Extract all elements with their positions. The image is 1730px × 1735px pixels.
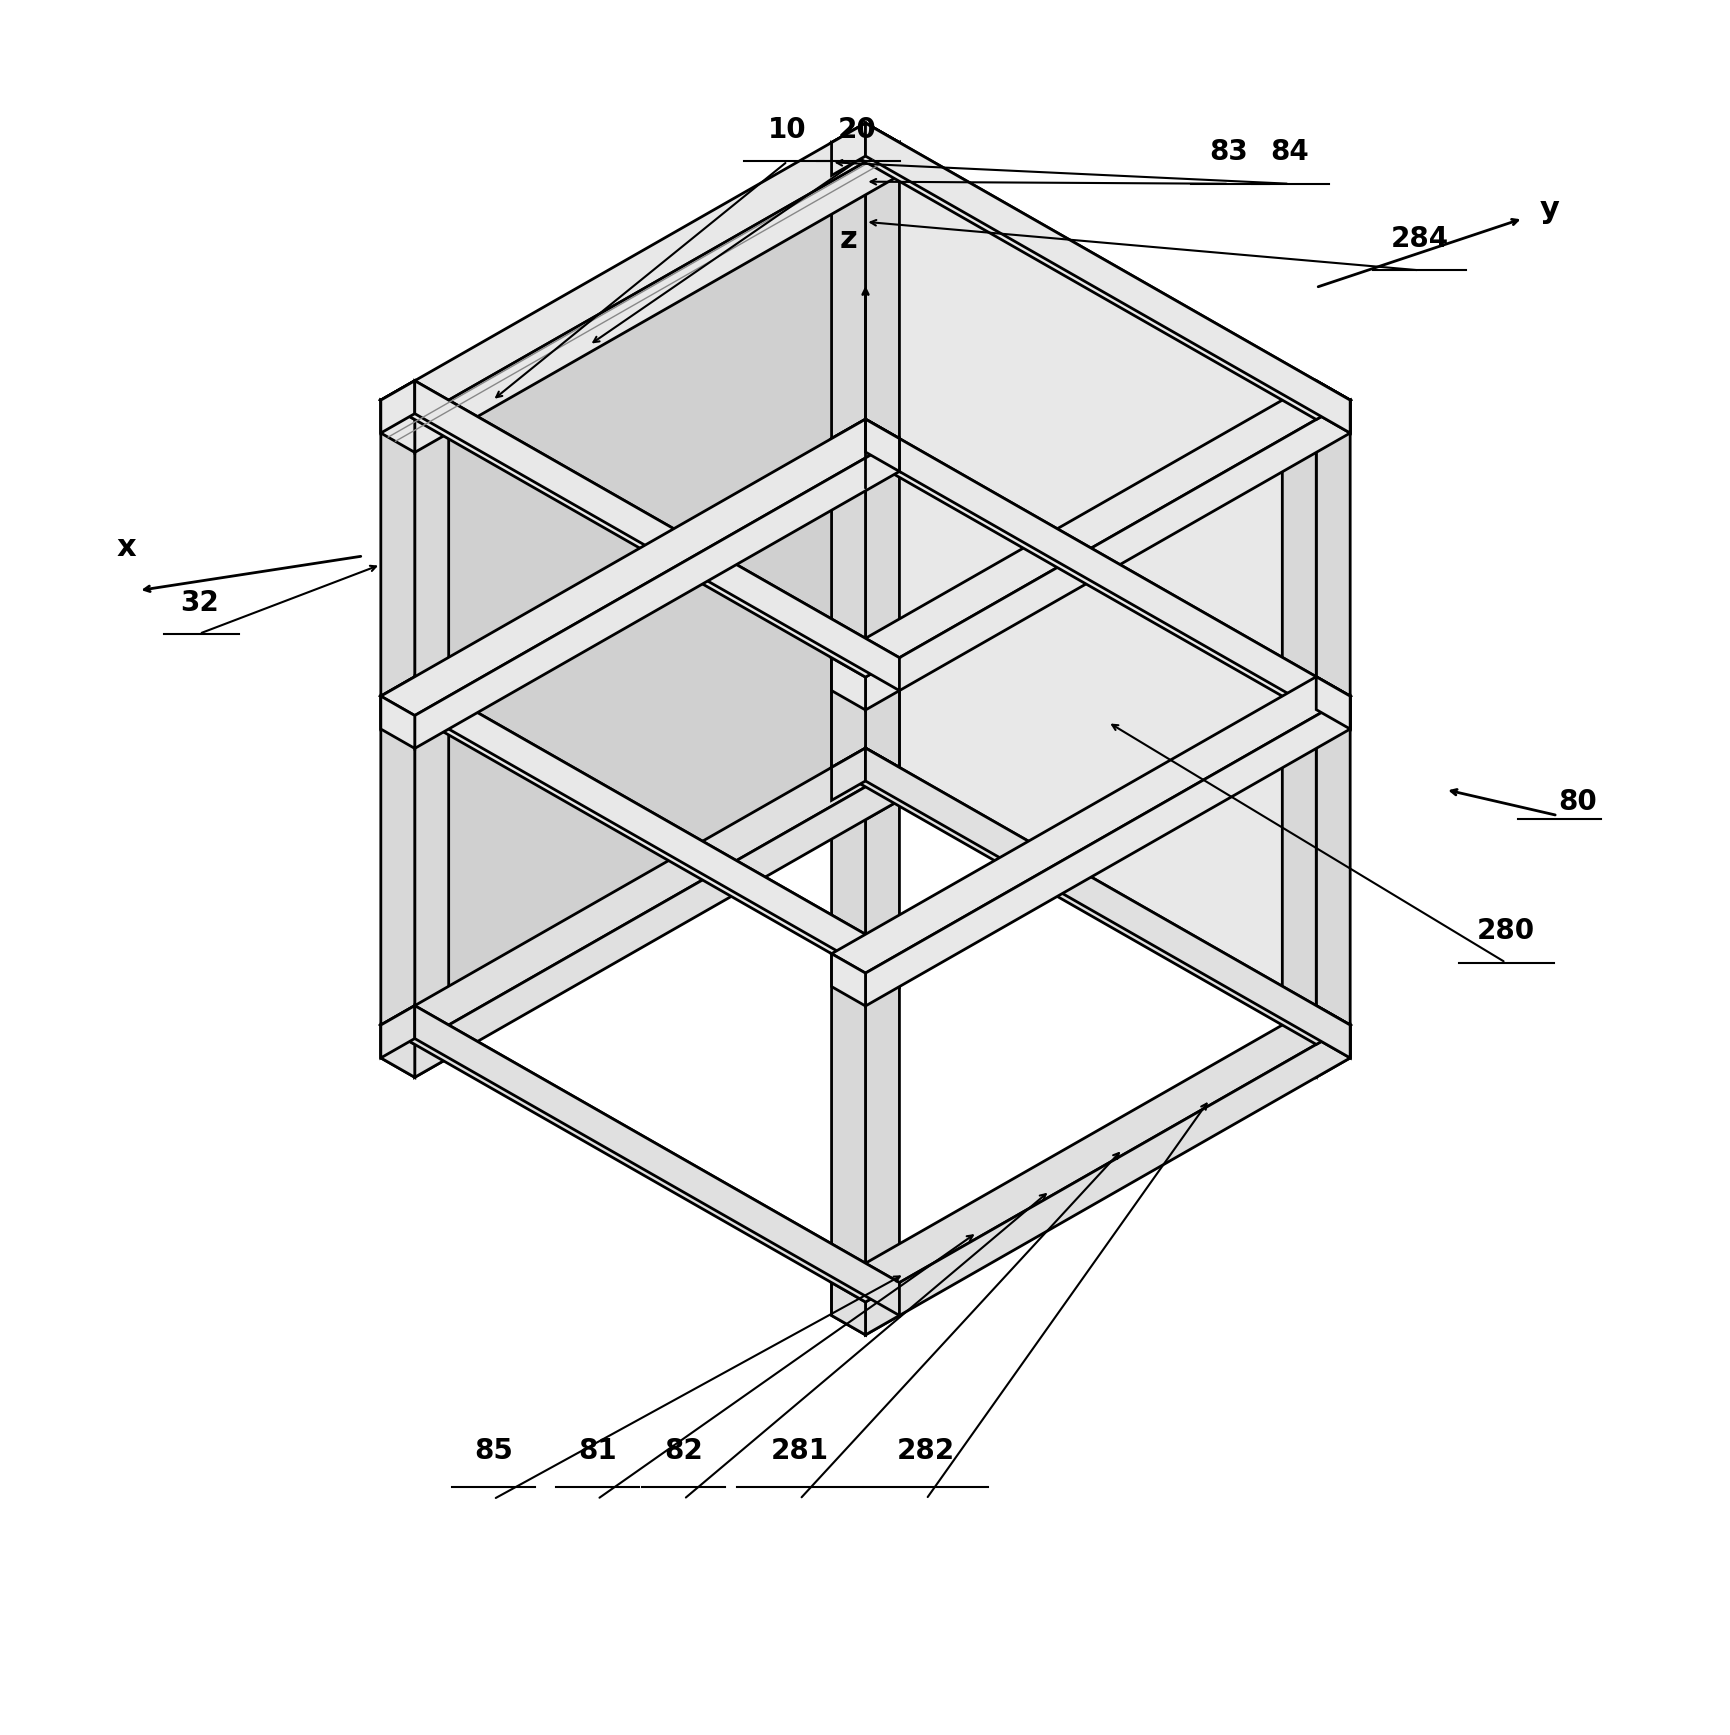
Polygon shape [865,401,1349,710]
Text: 81: 81 [578,1437,616,1464]
Polygon shape [830,123,865,175]
Polygon shape [381,123,900,420]
Polygon shape [381,380,900,677]
Polygon shape [381,677,415,729]
Polygon shape [1315,380,1349,434]
Polygon shape [415,439,900,748]
Polygon shape [830,420,865,472]
Polygon shape [865,420,1349,729]
Polygon shape [830,677,1349,973]
Text: 83: 83 [1209,139,1247,167]
Polygon shape [865,696,1349,1006]
Polygon shape [830,748,865,800]
Polygon shape [865,420,900,472]
Polygon shape [1315,401,1349,1077]
Polygon shape [381,1006,415,1058]
Polygon shape [830,420,1349,715]
Text: 82: 82 [664,1437,702,1464]
Polygon shape [1315,677,1349,729]
Polygon shape [381,123,865,1058]
Polygon shape [381,748,900,1044]
Polygon shape [865,123,900,175]
Text: 282: 282 [896,1437,955,1464]
Text: 20: 20 [837,116,875,144]
Polygon shape [865,748,900,800]
Polygon shape [865,1025,1349,1334]
Polygon shape [830,142,865,819]
Polygon shape [830,1282,865,1334]
Polygon shape [381,677,900,973]
Polygon shape [415,401,448,1077]
Polygon shape [865,142,900,819]
Polygon shape [830,123,900,161]
Text: 10: 10 [768,116,806,144]
Text: 280: 280 [1476,918,1535,946]
Text: 80: 80 [1557,788,1595,815]
Polygon shape [830,380,1349,677]
Text: 84: 84 [1270,139,1308,167]
Polygon shape [830,658,865,1334]
Polygon shape [830,658,865,710]
Polygon shape [1315,1006,1349,1058]
Polygon shape [381,401,415,453]
Polygon shape [830,954,865,1006]
Polygon shape [865,123,1349,1058]
Polygon shape [415,677,900,987]
Polygon shape [865,123,1349,434]
Polygon shape [1282,401,1315,1077]
Text: 85: 85 [474,1437,512,1464]
Text: x: x [116,533,137,562]
Text: 32: 32 [180,588,218,616]
Text: 281: 281 [770,1437,829,1464]
Polygon shape [381,401,415,1077]
Polygon shape [830,1006,1349,1301]
Polygon shape [381,696,415,748]
Polygon shape [381,420,900,715]
Polygon shape [830,123,1349,420]
Polygon shape [830,638,900,677]
Text: z: z [839,226,856,255]
Polygon shape [415,380,900,691]
Polygon shape [415,1006,900,1315]
Polygon shape [381,380,448,420]
Polygon shape [381,1006,900,1301]
Polygon shape [415,767,900,1077]
Text: y: y [1538,196,1559,224]
Polygon shape [381,123,1349,677]
Polygon shape [865,658,900,1334]
Polygon shape [1282,380,1349,420]
Polygon shape [381,1025,415,1077]
Polygon shape [415,142,900,453]
Polygon shape [381,380,415,434]
Polygon shape [865,748,1349,1058]
Text: 284: 284 [1389,226,1448,253]
Polygon shape [830,748,1349,1044]
